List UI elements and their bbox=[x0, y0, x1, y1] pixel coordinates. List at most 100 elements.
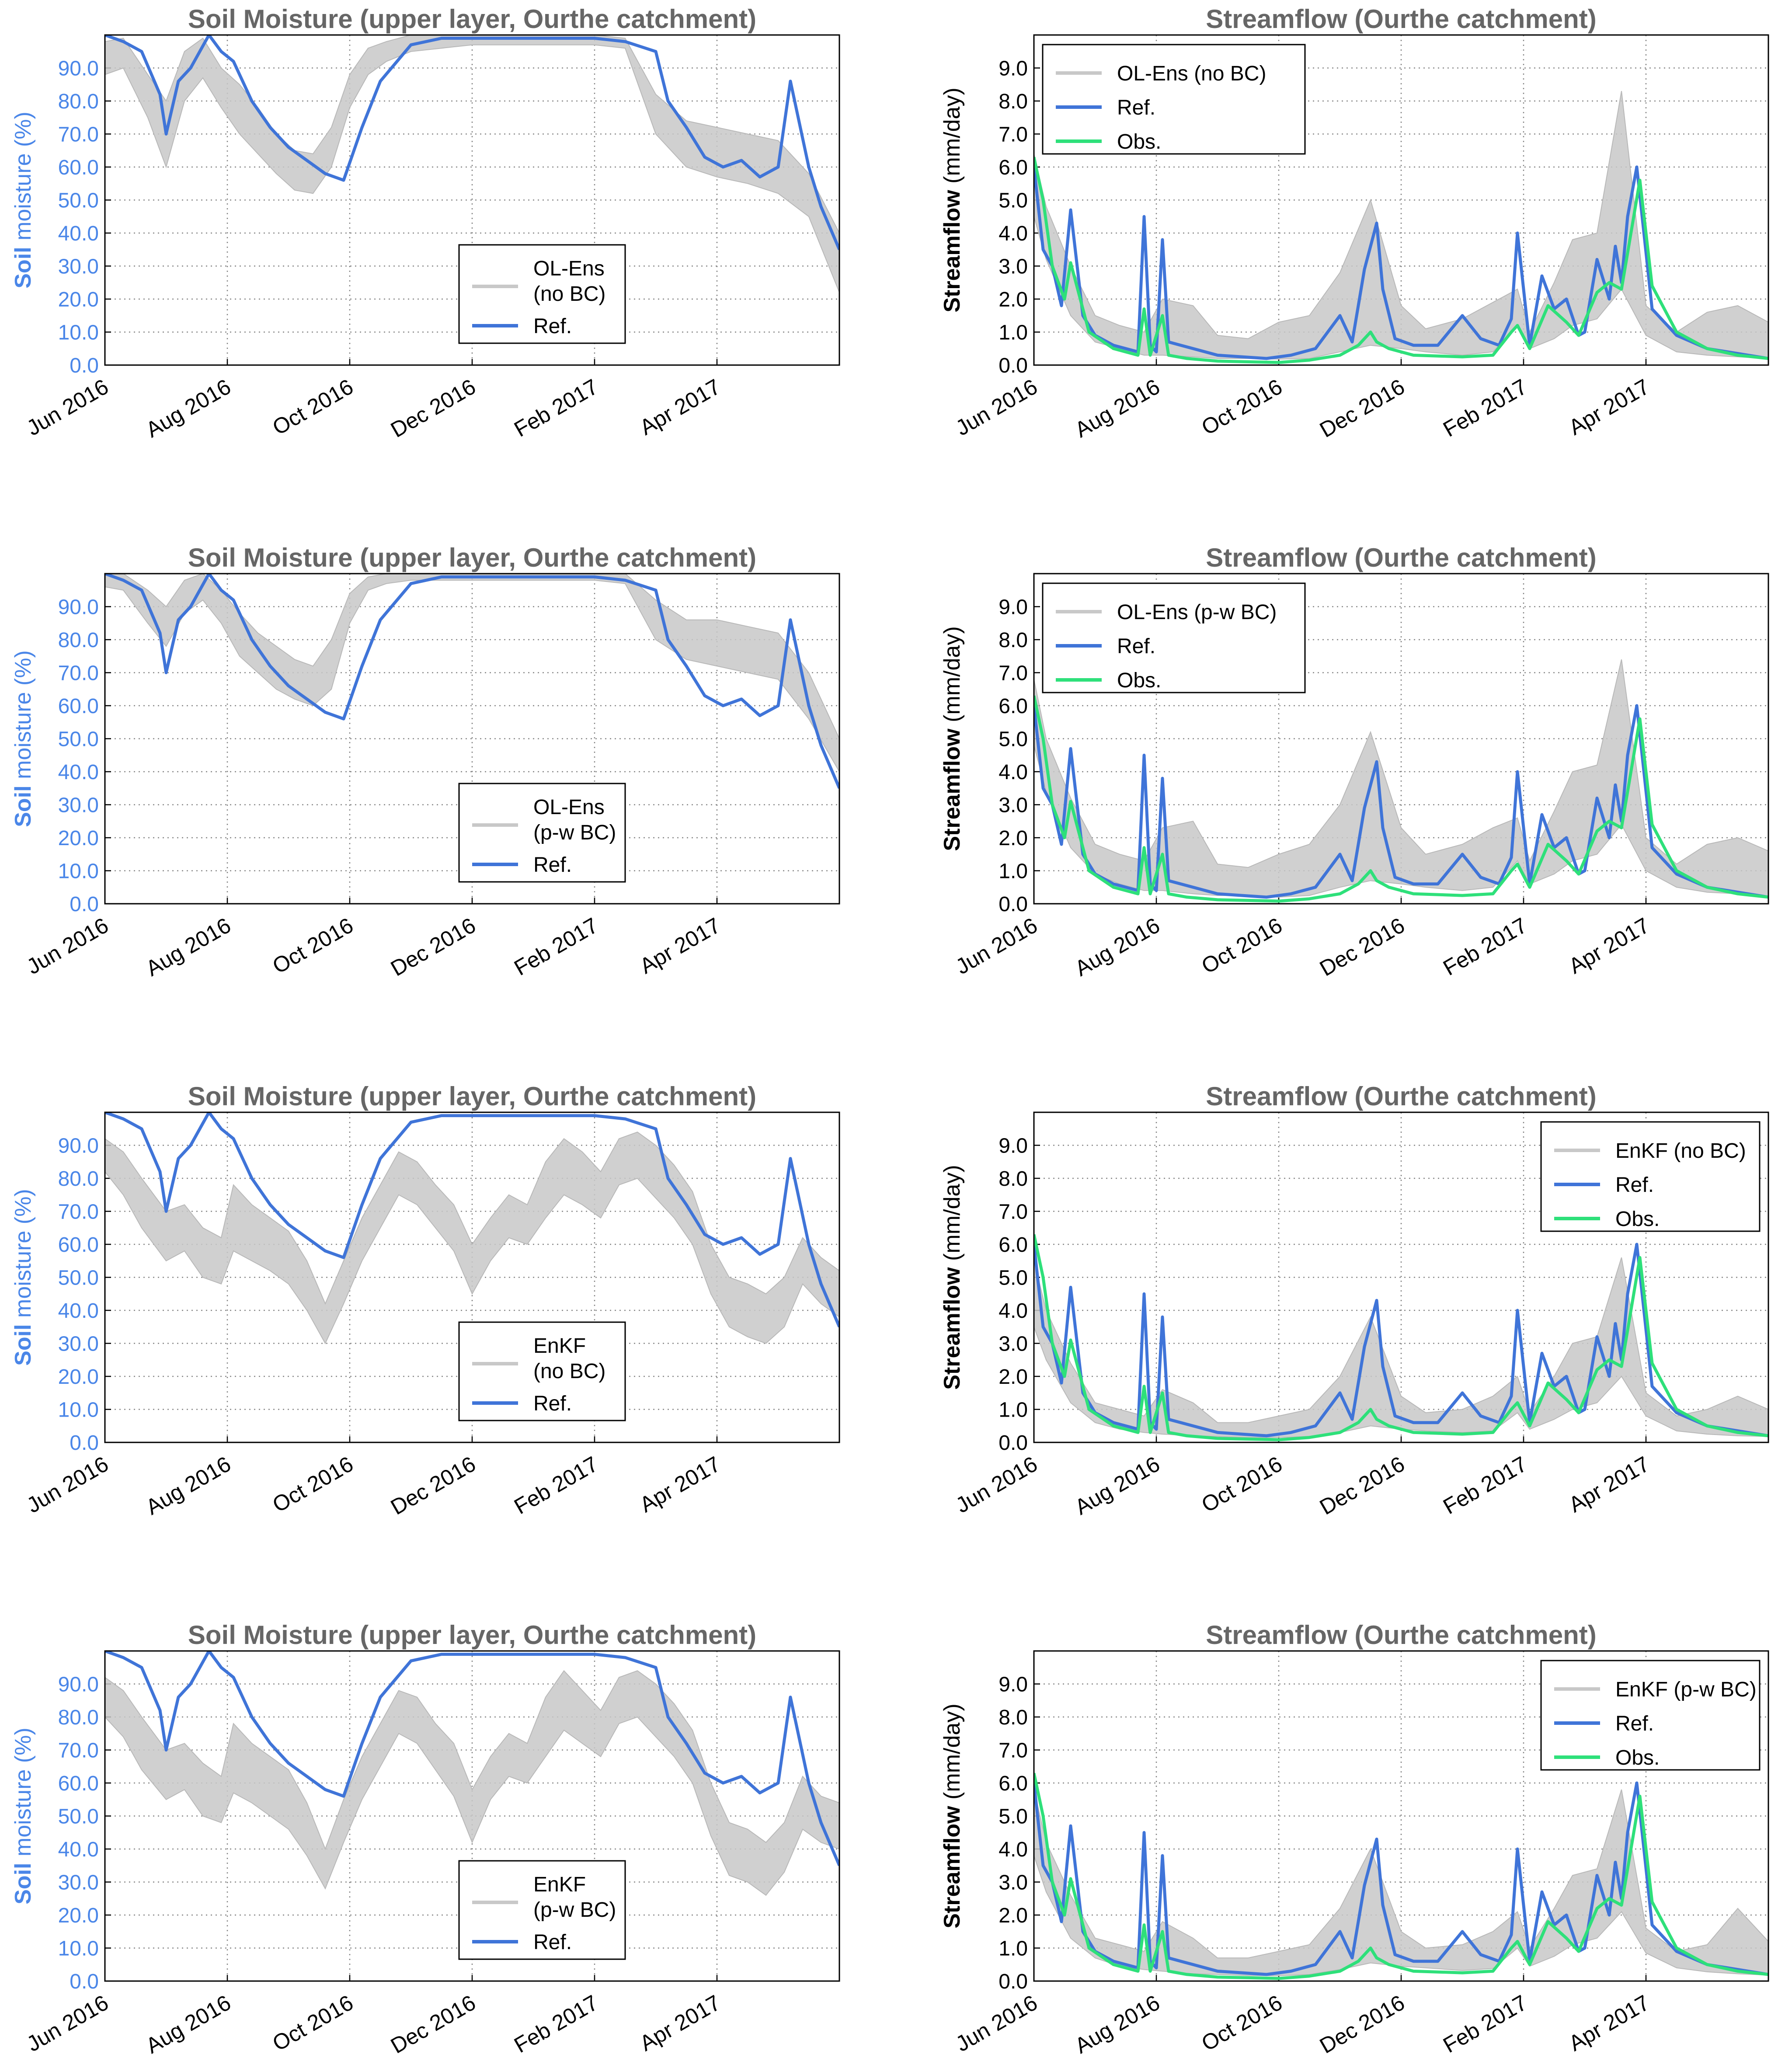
y-tick-label: 9.0 bbox=[999, 596, 1028, 619]
x-tick-label: Oct 2016 bbox=[268, 374, 358, 440]
y-axis-label-bold: Soil bbox=[10, 1863, 36, 1904]
y-tick-label: 0.0 bbox=[70, 354, 99, 377]
y-tick-label: 10.0 bbox=[58, 1399, 99, 1422]
series-line-obs bbox=[1034, 695, 1768, 903]
y-axis-label: Soil moisture (%) bbox=[10, 1189, 36, 1366]
x-tick-label: Dec 2016 bbox=[1315, 913, 1409, 981]
legend-label: Ref. bbox=[533, 1931, 572, 1954]
y-tick-label: 1.0 bbox=[999, 860, 1028, 883]
y-tick-label: 1.0 bbox=[999, 1399, 1028, 1422]
legend-label: OL-Ens (no BC) bbox=[1117, 62, 1266, 85]
x-tick-label: Apr 2017 bbox=[1565, 1990, 1654, 2056]
y-tick-label: 8.0 bbox=[999, 629, 1028, 652]
legend-label: Ref. bbox=[533, 1392, 572, 1415]
y-axis-label-bold: Soil bbox=[10, 785, 36, 827]
y-tick-label: 60.0 bbox=[58, 156, 99, 179]
chart-title: Soil Moisture (upper layer, Ourthe catch… bbox=[188, 4, 756, 34]
y-tick-label: 5.0 bbox=[999, 1267, 1028, 1290]
x-tick-label: Dec 2016 bbox=[386, 1452, 480, 1520]
y-tick-label: 0.0 bbox=[70, 893, 99, 916]
series-line-ref bbox=[1034, 1243, 1768, 1438]
y-tick-label: 4.0 bbox=[999, 1838, 1028, 1861]
panel-5-soil: Soil Moisture (upper layer, Ourthe catch… bbox=[10, 1082, 840, 1520]
x-tick-label: Apr 2017 bbox=[636, 913, 725, 979]
legend-label: EnKF (p-w BC) bbox=[1615, 1678, 1757, 1701]
y-tick-label: 2.0 bbox=[999, 827, 1028, 850]
y-tick-label: 0.0 bbox=[70, 1431, 99, 1455]
chart-title: Streamflow (Ourthe catchment) bbox=[1206, 4, 1596, 34]
y-axis-label-unit: (mm/day) bbox=[939, 1703, 965, 1806]
x-tick-label: Feb 2017 bbox=[1439, 913, 1531, 980]
x-tick-label: Apr 2017 bbox=[1565, 374, 1654, 440]
y-tick-label: 9.0 bbox=[999, 1135, 1028, 1158]
y-axis-label: Soil moisture (%) bbox=[10, 1727, 36, 1905]
y-tick-label: 60.0 bbox=[58, 695, 99, 718]
chart-title: Streamflow (Ourthe catchment) bbox=[1206, 1082, 1596, 1111]
legend-label: Ref. bbox=[1117, 635, 1155, 658]
y-tick-label: 90.0 bbox=[58, 57, 99, 80]
plot-frame bbox=[1033, 34, 1769, 366]
y-tick-label: 30.0 bbox=[58, 1333, 99, 1356]
chart-title: Streamflow (Ourthe catchment) bbox=[1206, 543, 1596, 572]
legend-label-line: EnKF bbox=[533, 1873, 586, 1896]
legend-box bbox=[458, 244, 626, 344]
series-line-obs bbox=[1034, 1773, 1768, 1980]
x-tick-label: Feb 2017 bbox=[1439, 1990, 1531, 2058]
y-tick-label: 80.0 bbox=[58, 90, 99, 113]
legend-box bbox=[1042, 582, 1306, 693]
legend-label: Ref. bbox=[533, 315, 572, 338]
x-tick-label: Jun 2016 bbox=[951, 1452, 1041, 1518]
legend-label: Obs. bbox=[1615, 1746, 1660, 1769]
panel-4-flow: Streamflow (Ourthe catchment) Streamflow … bbox=[939, 543, 1769, 981]
x-tick-label: Oct 2016 bbox=[1197, 913, 1287, 979]
x-tick-label: Apr 2017 bbox=[636, 1452, 725, 1517]
y-tick-label: 4.0 bbox=[999, 761, 1028, 784]
y-tick-label: 2.0 bbox=[999, 1904, 1028, 1927]
legend: OL-Ens (no BC) Ref. bbox=[458, 244, 626, 344]
x-tick-label: Jun 2016 bbox=[22, 374, 112, 440]
series-line-ref bbox=[105, 1112, 839, 1328]
y-tick-label: 20.0 bbox=[58, 1904, 99, 1927]
plot-frame bbox=[1033, 573, 1769, 905]
y-axis-label: Soil moisture (%) bbox=[10, 650, 36, 827]
y-axis-label-unit: (mm/day) bbox=[939, 626, 965, 728]
y-tick-label: 70.0 bbox=[58, 1201, 99, 1224]
panel-7-soil: Soil Moisture (upper layer, Ourthe catch… bbox=[10, 1620, 840, 2058]
y-tick-label: 3.0 bbox=[999, 794, 1028, 817]
series-band-ol-ens-no-bc bbox=[105, 35, 839, 293]
legend: OL-Ens (no BC) Ref. Obs. bbox=[1042, 44, 1306, 155]
y-tick-label: 50.0 bbox=[58, 728, 99, 751]
x-tick-label: Oct 2016 bbox=[1197, 374, 1287, 440]
plot-frame bbox=[104, 1111, 840, 1443]
x-tick-label: Oct 2016 bbox=[1197, 1452, 1287, 1517]
series-band-enkf-p-w-bc bbox=[1034, 1789, 1768, 1976]
x-tick-label: Jun 2016 bbox=[22, 913, 112, 979]
legend: OL-Ens (p-w BC) Ref. Obs. bbox=[1042, 582, 1306, 693]
series-line-ref bbox=[1034, 1781, 1768, 1976]
x-tick-label: Oct 2016 bbox=[1197, 1990, 1287, 2056]
y-tick-label: 6.0 bbox=[999, 156, 1028, 179]
legend: EnKF (p-w BC) Ref. Obs. bbox=[1540, 1660, 1761, 1771]
y-tick-label: 70.0 bbox=[58, 123, 99, 146]
x-tick-label: Oct 2016 bbox=[268, 1990, 358, 2056]
legend-label-line: OL-Ens bbox=[533, 257, 605, 280]
legend-label: OL-Ens (no BC) bbox=[533, 257, 605, 306]
y-tick-label: 5.0 bbox=[999, 1805, 1028, 1828]
legend-label: EnKF (no BC) bbox=[1615, 1139, 1746, 1163]
x-tick-label: Dec 2016 bbox=[386, 1990, 480, 2058]
y-tick-label: 20.0 bbox=[58, 827, 99, 850]
y-axis-label-unit: moisture (%) bbox=[10, 1189, 36, 1324]
y-axis-label-bold: Streamflow bbox=[939, 1267, 965, 1390]
plot-frame bbox=[104, 1650, 840, 1982]
legend-label: OL-Ens (p-w BC) bbox=[533, 796, 616, 844]
series-band-enkf-no-bc bbox=[105, 1132, 839, 1344]
series-band-enkf-p-w-bc bbox=[105, 1670, 839, 1896]
y-tick-label: 7.0 bbox=[999, 123, 1028, 146]
x-tick-label: Dec 2016 bbox=[1315, 374, 1409, 442]
x-tick-label: Jun 2016 bbox=[951, 913, 1041, 979]
y-tick-label: 7.0 bbox=[999, 1739, 1028, 1762]
legend-label: EnKF (p-w BC) bbox=[533, 1873, 616, 1922]
y-tick-label: 40.0 bbox=[58, 1838, 99, 1861]
y-tick-label: 3.0 bbox=[999, 1333, 1028, 1356]
